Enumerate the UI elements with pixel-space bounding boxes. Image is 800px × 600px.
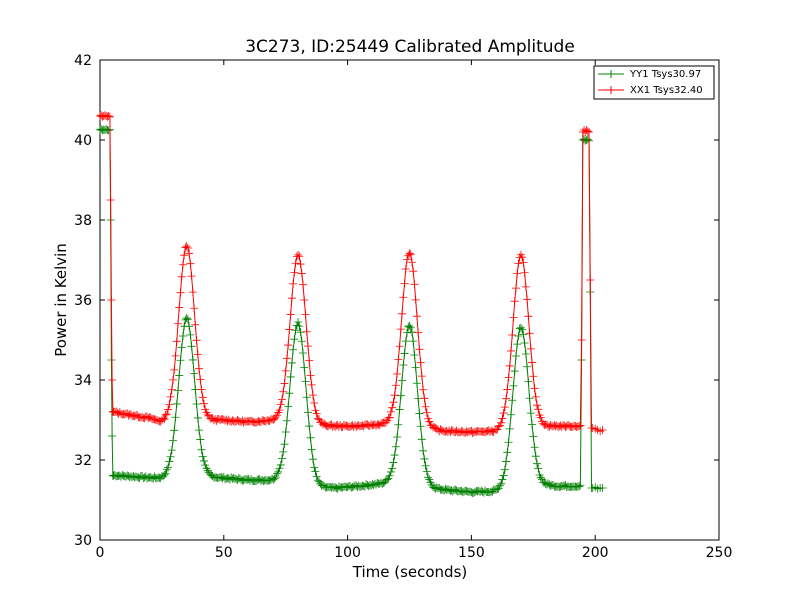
- y-tick-label: 40: [74, 133, 92, 149]
- legend: YY1 Tsys30.97 XX1 Tsys32.40: [593, 65, 715, 100]
- x-axis-label: Time (seconds): [352, 563, 468, 581]
- legend-label-xx1: XX1 Tsys32.40: [630, 85, 703, 96]
- legend-marker-xx1: [607, 86, 615, 94]
- plot-area: [99, 59, 720, 541]
- x-tick-label: 100: [334, 545, 361, 561]
- y-tick-label: 34: [74, 373, 92, 389]
- x-tick-label: 200: [582, 545, 609, 561]
- data-layer: [96, 111, 607, 497]
- series-markers-yy1: [96, 125, 607, 497]
- y-tick-label: 36: [74, 293, 92, 309]
- x-tick-label: 50: [215, 545, 233, 561]
- legend-label-yy1: YY1 Tsys30.97: [629, 69, 701, 80]
- x-tick-label: 250: [706, 545, 733, 561]
- series-markers-xx1: [96, 111, 607, 437]
- y-tick-label: 32: [74, 453, 92, 469]
- y-tick-label: 42: [74, 53, 92, 69]
- y-tick-label: 38: [74, 213, 92, 229]
- legend-marker-yy1: [607, 70, 615, 78]
- x-tick-label: 150: [458, 545, 485, 561]
- y-axis-label: Power in Kelvin: [52, 243, 70, 357]
- chart-title: 3C273, ID:25449 Calibrated Amplitude: [245, 37, 575, 57]
- x-tick-label: 0: [96, 545, 105, 561]
- axes-layer: 0 50 100 150 200 250 30 32 34 36 38 40 42: [74, 53, 732, 561]
- legend-box: [593, 65, 715, 100]
- y-tick-label: 30: [74, 533, 92, 549]
